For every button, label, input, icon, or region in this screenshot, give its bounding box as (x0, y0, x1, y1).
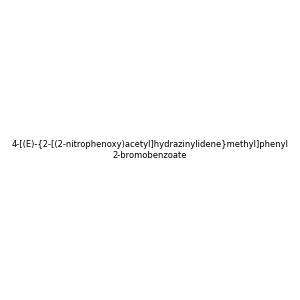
Text: 4-[(E)-{2-[(2-nitrophenoxy)acetyl]hydrazinylidene}methyl]phenyl 2-bromobenzoate: 4-[(E)-{2-[(2-nitrophenoxy)acetyl]hydraz… (11, 140, 289, 160)
